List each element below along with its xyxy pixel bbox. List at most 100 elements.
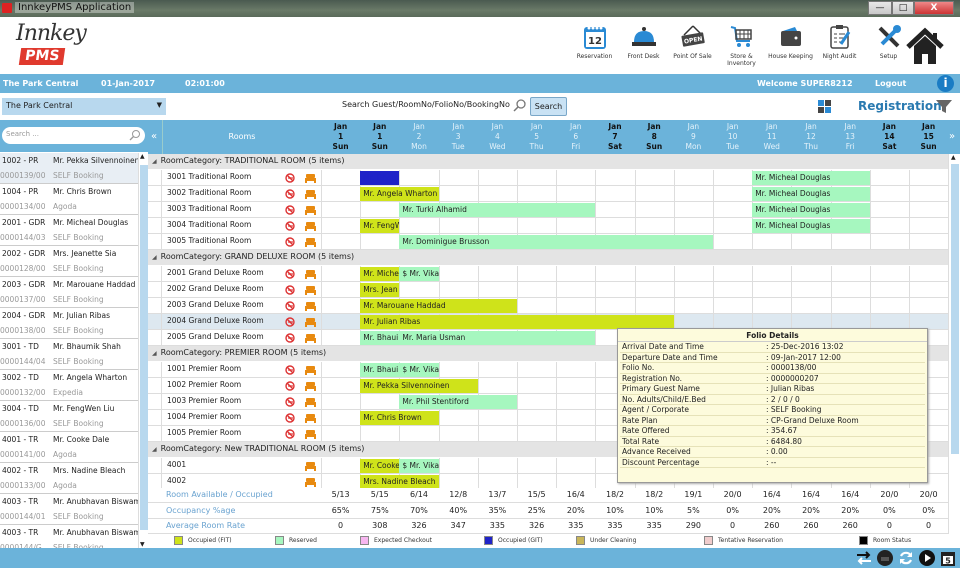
booking-bar[interactable]: Mr. Pekka Silvennoinen: [360, 379, 478, 393]
day-cell[interactable]: [477, 170, 517, 186]
logout-link[interactable]: Logout: [875, 79, 907, 88]
next-dates-button[interactable]: »: [949, 131, 956, 142]
booking-bar[interactable]: Mr. Micheal Douglas: [752, 171, 870, 185]
day-cell[interactable]: [321, 458, 360, 474]
day-cell[interactable]: [321, 330, 360, 346]
row-selector[interactable]: [148, 458, 162, 474]
guest-list-item[interactable]: 4002 - TR Mrs. Nadine Bleach 0000133/00 Ago…: [0, 463, 138, 494]
day-cell[interactable]: [595, 266, 634, 282]
guest-list-search-input[interactable]: Search ...: [2, 127, 145, 144]
swap-icon[interactable]: [856, 550, 872, 566]
row-selector[interactable]: [148, 234, 162, 250]
day-cell[interactable]: [321, 410, 360, 426]
day-cell[interactable]: [830, 266, 870, 282]
day-cell[interactable]: [830, 234, 870, 250]
booking-bar[interactable]: Mr. Angela Wharton: [360, 187, 439, 201]
scroll-thumb[interactable]: [140, 165, 148, 530]
day-cell[interactable]: [673, 202, 713, 218]
day-cell[interactable]: [360, 426, 399, 442]
day-cell[interactable]: [752, 314, 791, 330]
day-cell[interactable]: [869, 186, 909, 202]
date-column-header[interactable]: Jan 2 Mon: [399, 120, 438, 154]
day-cell[interactable]: [595, 474, 634, 488]
booking-bar[interactable]: $ Mr. Vika: [399, 363, 439, 377]
guest-list-item[interactable]: 1002 - PR Mr. Pekka Silvennoinen 0000139/0…: [0, 153, 138, 184]
day-cell[interactable]: [673, 314, 713, 330]
day-cell[interactable]: [673, 218, 713, 234]
day-cell[interactable]: [673, 282, 713, 298]
day-cell[interactable]: [517, 170, 556, 186]
day-cell[interactable]: [909, 266, 948, 282]
day-cell[interactable]: [830, 298, 870, 314]
day-cell[interactable]: [438, 458, 478, 474]
row-selector[interactable]: [148, 186, 162, 202]
day-cell[interactable]: [517, 186, 556, 202]
day-cell[interactable]: [438, 218, 478, 234]
day-cell[interactable]: [438, 186, 478, 202]
day-cell[interactable]: [556, 298, 595, 314]
day-cell[interactable]: [517, 298, 556, 314]
row-selector[interactable]: [148, 298, 162, 314]
day-cell[interactable]: [399, 218, 438, 234]
day-cell[interactable]: [556, 410, 595, 426]
day-cell[interactable]: [595, 362, 634, 378]
day-cell[interactable]: [438, 410, 478, 426]
day-cell[interactable]: [438, 474, 478, 488]
grid-scrollbar[interactable]: ▲: [948, 154, 960, 534]
day-cell[interactable]: [713, 234, 752, 250]
day-cell[interactable]: [477, 362, 517, 378]
booking-bar[interactable]: Mr. Micheal Douglas: [752, 187, 870, 201]
day-cell[interactable]: [360, 202, 399, 218]
filter-icon[interactable]: [936, 100, 952, 113]
day-cell[interactable]: [634, 218, 674, 234]
bed-icon[interactable]: [305, 381, 316, 391]
room-category-group[interactable]: ◢ RoomCategory: GRAND DELUXE ROOM (5 item…: [148, 250, 948, 265]
day-cell[interactable]: [477, 410, 517, 426]
nav-setup[interactable]: Setup: [864, 23, 913, 67]
day-cell[interactable]: [517, 266, 556, 282]
guest-list-item[interactable]: 2002 - GDR Mrs. Jeanette Sia 0000128/00 SEL…: [0, 246, 138, 277]
day-cell[interactable]: [517, 282, 556, 298]
day-cell[interactable]: [752, 266, 791, 282]
day-cell[interactable]: [595, 378, 634, 394]
day-cell[interactable]: [556, 458, 595, 474]
day-cell[interactable]: [477, 186, 517, 202]
previous-dates-button[interactable]: «: [151, 131, 158, 142]
day-cell[interactable]: [595, 458, 634, 474]
nav-reservation[interactable]: 12 Reservation: [570, 23, 619, 67]
day-cell[interactable]: [595, 330, 634, 346]
date-column-header[interactable]: Jan 1 Sun: [321, 120, 360, 154]
day-cell[interactable]: [713, 266, 752, 282]
day-cell[interactable]: [909, 186, 948, 202]
row-selector[interactable]: [148, 218, 162, 234]
scroll-up-icon[interactable]: ▲: [140, 153, 145, 160]
guest-list-item[interactable]: 4001 - TR Mr. Cooke Dale 0000141/00 Agoda: [0, 432, 138, 463]
booking-bar[interactable]: Mr. FengW: [360, 219, 400, 233]
row-selector[interactable]: [148, 474, 162, 488]
day-cell[interactable]: [634, 298, 674, 314]
day-cell[interactable]: [595, 394, 634, 410]
day-cell[interactable]: [517, 378, 556, 394]
booking-bar[interactable]: Mr. Micheal Douglas: [752, 219, 870, 233]
guest-list-scrollbar[interactable]: ▲ ▼: [138, 153, 148, 548]
day-cell[interactable]: [869, 170, 909, 186]
date-column-header[interactable]: Jan 6 Fri: [556, 120, 595, 154]
day-cell[interactable]: [321, 474, 360, 488]
day-cell[interactable]: [830, 282, 870, 298]
nav-night-audit[interactable]: Night Audit: [815, 23, 864, 67]
day-cell[interactable]: [595, 218, 634, 234]
day-cell[interactable]: [634, 202, 674, 218]
bed-icon[interactable]: [305, 461, 316, 471]
day-cell[interactable]: [673, 266, 713, 282]
maximize-button[interactable]: □: [892, 1, 914, 15]
bed-icon[interactable]: [305, 429, 316, 439]
booking-bar[interactable]: Mr. Chris Brown: [360, 411, 439, 425]
day-cell[interactable]: [869, 202, 909, 218]
day-cell[interactable]: [595, 186, 634, 202]
day-cell[interactable]: [909, 298, 948, 314]
day-cell[interactable]: [830, 314, 870, 330]
day-cell[interactable]: [595, 298, 634, 314]
date-column-header[interactable]: Jan 12 Thu: [791, 120, 830, 154]
day-cell[interactable]: [321, 234, 360, 250]
row-selector[interactable]: [148, 378, 162, 394]
